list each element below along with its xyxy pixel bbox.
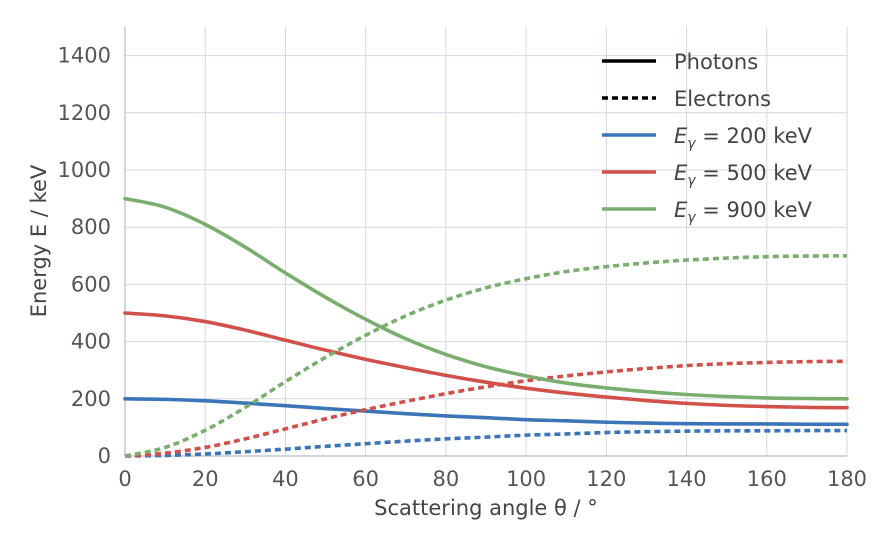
legend-label-1: Electrons <box>674 87 771 111</box>
series-layer <box>123 196 849 458</box>
x-tick-label: 40 <box>272 467 299 491</box>
legend-label-0: Photons <box>674 50 758 74</box>
y-tick-label: 1000 <box>58 158 111 182</box>
series-line-1 <box>124 428 848 458</box>
x-tick-label: 160 <box>747 467 787 491</box>
series-line-2 <box>123 311 849 410</box>
series-line-0 <box>123 397 849 427</box>
y-axis-label: Energy E / keV <box>27 164 51 317</box>
plot-area <box>125 27 847 456</box>
y-tick-label: 1400 <box>58 44 111 68</box>
x-tick-label: 60 <box>352 467 379 491</box>
legend-label-3: Eγ = 500 keV <box>674 161 813 189</box>
legend-label-2: Eγ = 200 keV <box>674 124 813 152</box>
x-tick-label: 180 <box>827 467 867 491</box>
legend: Photons Electrons Eγ = 200 keV Eγ = 500 keV… <box>602 50 813 226</box>
axes <box>124 27 847 457</box>
series-line-5 <box>124 254 848 458</box>
series-line-4 <box>123 196 849 401</box>
x-tick-label: 20 <box>192 467 219 491</box>
y-tick-label: 800 <box>71 215 111 239</box>
tick-labels: 0 20 40 60 80 100 120 140 160 180 0 200 400 600 800 100… <box>58 44 868 491</box>
x-tick-label: 100 <box>506 467 546 491</box>
x-tick-label: 140 <box>667 467 707 491</box>
x-axis-label: Scattering angle θ / ° <box>374 496 598 520</box>
x-tick-label: 0 <box>118 467 131 491</box>
y-tick-label: 1200 <box>58 101 111 125</box>
y-tick-label: 200 <box>71 387 111 411</box>
series-line-3 <box>124 359 848 458</box>
y-tick-label: 0 <box>98 444 111 468</box>
y-tick-label: 400 <box>71 330 111 354</box>
x-tick-label: 80 <box>433 467 460 491</box>
legend-label-4: Eγ = 900 keV <box>674 198 813 226</box>
x-tick-label: 120 <box>586 467 626 491</box>
y-tick-label: 600 <box>71 272 111 296</box>
